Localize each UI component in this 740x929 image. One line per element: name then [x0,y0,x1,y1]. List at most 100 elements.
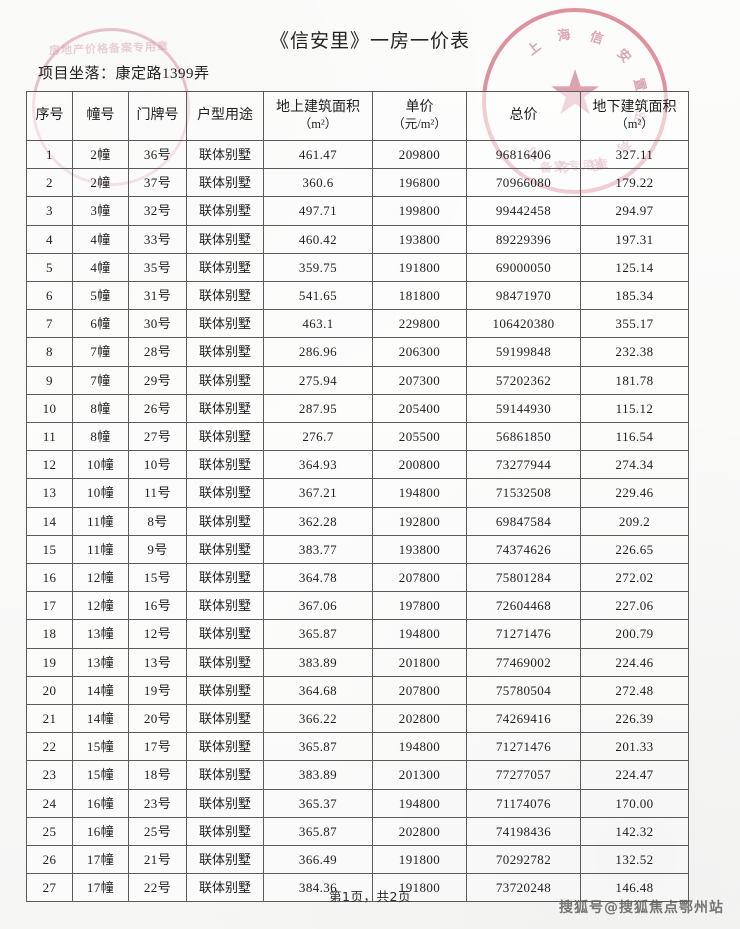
cell-building: 5幢 [72,281,129,311]
cell-index: 3 [26,196,73,226]
cell-above-area: 364.68 [263,675,373,706]
cell-index: 15 [26,534,73,565]
cell-below-area: 272.02 [580,563,689,593]
table-row: 17 12幢 16号 联体别墅 367.06 197800 72604468 227.06 [26,591,689,621]
table-row: 4 4幢 33号 联体别墅 460.42 193800 89229396 197.31 [26,224,689,254]
source-watermark: 搜狐号@搜狐焦点鄂州站 [559,900,724,916]
cell-index: 14 [26,506,73,536]
cell-below-area: 197.31 [580,224,689,254]
col-header-door: 门牌号 [128,91,187,141]
cell-index: 7 [26,309,73,339]
cell-unit-price: 199800 [372,196,467,226]
cell-unit-price: 207800 [372,675,467,706]
cell-unit-price: 229800 [372,309,467,339]
table-row: 14 11幢 8号 联体别墅 362.28 192800 69847584 209.2 [26,506,689,536]
table-body: 1 2幢 36号 联体别墅 461.47 209800 96816406 327.11 2 2幢 3… [26,139,689,903]
cell-unit-price: 202800 [372,704,467,734]
cell-unit-price: 196800 [372,168,467,198]
cell-door: 22号 [128,873,187,903]
cell-below-area: 181.78 [580,365,689,395]
cell-index: 18 [26,619,73,649]
cell-unit-price: 206300 [372,337,467,367]
cell-building: 10幢 [72,450,129,480]
cell-index: 12 [26,450,73,480]
cell-door: 13号 [128,647,187,677]
cell-unit-price: 193800 [372,534,467,565]
cell-total-price: 59144930 [466,393,581,424]
cell-index: 22 [26,732,73,762]
table-row: 9 7幢 29号 联体别墅 275.94 207300 57202362 181.78 [26,365,689,395]
table-row: 22 15幢 17号 联体别墅 365.87 194800 71271476 201.33 [26,732,689,762]
cell-building: 16幢 [72,788,129,818]
cell-building: 4幢 [72,224,129,254]
cell-above-area: 275.94 [263,365,373,395]
cell-building: 13幢 [72,619,129,649]
cell-index: 26 [26,845,73,875]
cell-index: 19 [26,647,73,677]
cell-above-area: 461.47 [263,139,373,170]
cell-index: 11 [26,422,73,452]
col-header-below-area-unit: （m²） [615,116,654,131]
cell-building: 14幢 [72,675,129,706]
table-row: 27 17幢 22号 联体别墅 384.36 191800 73720248 146.48 [26,873,689,903]
cell-total-price: 71271476 [466,619,581,649]
cell-building: 6幢 [72,309,129,339]
cell-above-area: 383.89 [263,760,373,790]
cell-type: 联体别墅 [186,619,264,649]
cell-index: 1 [26,139,73,170]
cell-building: 16幢 [72,816,129,847]
cell-below-area: 170.00 [580,788,689,818]
cell-above-area: 541.65 [263,281,373,311]
cell-unit-price: 202800 [372,816,467,847]
cell-door: 18号 [128,760,187,790]
table-row: 24 16幢 23号 联体别墅 365.37 194800 71174076 170.00 [26,788,689,818]
cell-total-price: 69847584 [466,506,581,536]
cell-total-price: 59199848 [466,337,581,367]
table-row: 10 8幢 26号 联体别墅 287.95 205400 59144930 115.12 [26,393,689,424]
cell-door: 35号 [128,252,187,283]
cell-building: 11幢 [72,534,129,565]
cell-unit-price: 181800 [372,281,467,311]
cell-type: 联体别墅 [186,506,264,536]
cell-type: 联体别墅 [186,168,264,198]
cell-door: 21号 [128,845,187,875]
cell-below-area: 200.79 [580,619,689,649]
cell-below-area: 185.34 [580,281,689,311]
cell-door: 11号 [128,478,187,508]
cell-below-area: 294.97 [580,196,689,226]
price-table: 序号 幢号 门牌号 户型用途 地上建筑面积 （m²） [26,91,689,903]
cell-building: 11幢 [72,506,129,536]
table-header: 序号 幢号 门牌号 户型用途 地上建筑面积 （m²） [26,91,689,141]
col-header-below-area: 地下建筑面积 （m²） [580,91,689,141]
cell-below-area: 227.06 [580,591,689,621]
cell-total-price: 98471970 [466,281,581,311]
col-header-type: 户型用途 [186,91,264,141]
cell-unit-price: 205500 [372,422,467,452]
cell-total-price: 56861850 [466,422,581,452]
cell-unit-price: 201300 [372,760,467,790]
cell-door: 30号 [128,309,187,339]
table-row: 21 14幢 20号 联体别墅 366.22 202800 74269416 226.39 [26,704,689,734]
cell-door: 28号 [128,337,187,367]
cell-below-area: 132.52 [580,845,689,875]
cell-door: 27号 [128,422,187,452]
cell-index: 17 [26,591,73,621]
cell-index: 16 [26,563,73,593]
cell-building: 4幢 [72,252,129,283]
cell-below-area: 125.14 [580,252,689,283]
cell-below-area: 272.48 [580,675,689,706]
table-row: 11 8幢 27号 联体别墅 276.7 205500 56861850 116.54 [26,422,689,452]
cell-door: 25号 [128,816,187,847]
cell-index: 24 [26,788,73,818]
cell-below-area: 355.17 [580,309,689,339]
cell-above-area: 460.42 [263,224,373,254]
cell-total-price: 57202362 [466,365,581,395]
cell-below-area: 142.32 [580,816,689,847]
cell-type: 联体别墅 [186,365,264,395]
table-row: 19 13幢 13号 联体别墅 383.89 201800 77469002 224.46 [26,647,689,677]
cell-above-area: 287.95 [263,393,373,424]
cell-type: 联体别墅 [186,760,264,790]
col-header-above-area-label: 地上建筑面积 [276,100,360,116]
cell-type: 联体别墅 [186,422,264,452]
cell-index: 27 [26,873,73,903]
